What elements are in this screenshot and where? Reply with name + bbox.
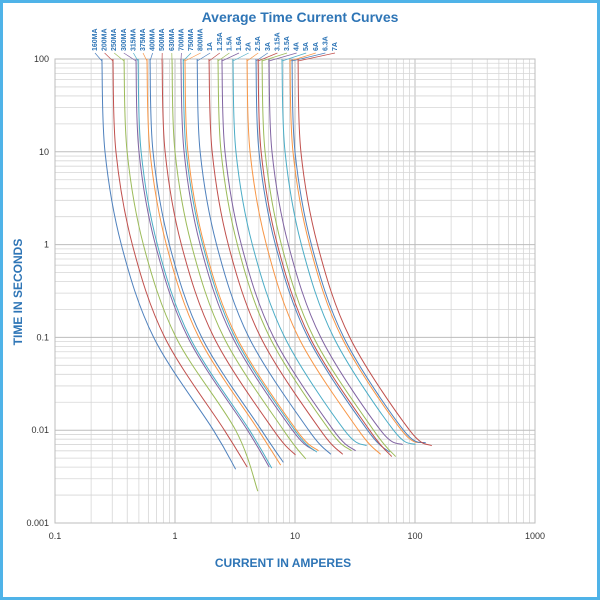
leader-line <box>291 52 326 62</box>
curve-2A <box>232 58 367 447</box>
series-label: 630MA <box>169 28 176 51</box>
leader-line <box>104 52 114 62</box>
x-tick-label: 1 <box>172 531 177 541</box>
curve-3.15A <box>257 58 393 457</box>
y-tick-label: 0.1 <box>36 332 49 342</box>
series-label: 3.5A <box>284 36 291 51</box>
series-label: 5A <box>303 42 310 51</box>
series-label: 3A <box>265 42 272 51</box>
curve-800MA <box>184 58 319 452</box>
series-label: 750MA <box>188 28 195 51</box>
series-label: 7A <box>332 42 339 51</box>
series-label: 315MA <box>130 28 137 51</box>
x-tick-label: 1000 <box>525 531 545 541</box>
series-label: 250MA <box>111 28 118 51</box>
curve-5A <box>281 58 416 446</box>
series-label: 400MA <box>150 28 157 51</box>
curve-3A <box>255 58 391 453</box>
series-label: 3.15A <box>274 32 281 51</box>
y-tick-label: 10 <box>39 147 49 157</box>
leader-line <box>196 52 211 62</box>
series-label: 160MA <box>92 28 99 51</box>
plot-area: 0.1 1 10 100 1000 100 10 1 0.1 0.01 0.001 160MA 200M… <box>26 28 545 541</box>
series-label: 2A <box>246 42 253 51</box>
leader-line <box>297 52 336 62</box>
leader-line <box>142 52 148 62</box>
curve-200MA <box>112 58 248 468</box>
curve-375MA <box>146 58 282 466</box>
leader-line <box>261 52 288 62</box>
curve-2.5A <box>246 58 381 455</box>
x-axis-title: CURRENT IN AMPERES <box>214 556 352 570</box>
curve-315MA <box>137 58 273 469</box>
leader-line <box>257 52 278 62</box>
chart-title: Average Time Current Curves <box>201 9 399 25</box>
leader-line <box>281 52 307 62</box>
series-label: 6A <box>313 42 320 51</box>
leader-line <box>94 52 103 62</box>
series-label: 6.3A <box>322 36 329 51</box>
plot-border <box>54 58 536 524</box>
series-label: 1A <box>207 42 214 51</box>
leader-line <box>113 52 125 62</box>
series-label: 300MA <box>121 28 128 51</box>
leader-line <box>149 52 153 62</box>
leader-line <box>221 52 240 62</box>
series-label: 1.5A <box>226 36 233 51</box>
leader-line <box>232 52 249 62</box>
series-label: 700MA <box>178 28 185 51</box>
leader-line <box>246 52 259 62</box>
y-tick-label: 100 <box>34 54 49 64</box>
curve-700MA <box>180 58 316 452</box>
leader-line <box>217 52 230 62</box>
curve-400MA <box>149 58 284 463</box>
curve-1A <box>196 58 332 455</box>
series-label: 1.25A <box>217 32 224 51</box>
curve-6A <box>289 58 424 444</box>
y-tick-label: 0.001 <box>26 518 49 528</box>
series-label: 500MA <box>159 28 166 51</box>
curve-750MA <box>182 58 318 453</box>
curve-300MA <box>135 58 270 468</box>
curve-160MA <box>101 58 237 470</box>
x-tick-label: 100 <box>407 531 422 541</box>
curve-4A <box>268 58 403 446</box>
curve-7A <box>297 58 433 447</box>
series-label: 200MA <box>102 28 109 51</box>
y-tick-label: 0.01 <box>31 425 49 435</box>
series-label: 2.5A <box>255 36 262 51</box>
curve-250MA <box>123 58 259 492</box>
curve-3.5A <box>261 58 397 457</box>
leader-line <box>268 52 297 62</box>
series-label: 1.6A <box>236 36 243 51</box>
curve-500MA <box>161 58 296 456</box>
series-label: 4A <box>294 42 301 51</box>
leader-line <box>123 52 137 62</box>
x-tick-label: 0.1 <box>49 531 62 541</box>
leader-line <box>133 52 139 62</box>
curve-630MA <box>171 58 307 460</box>
curve-1.6A <box>221 58 356 452</box>
series-label: 800MA <box>198 28 205 51</box>
x-tick-label: 10 <box>290 531 300 541</box>
leader-line <box>289 52 316 62</box>
leader-line <box>184 52 201 62</box>
series-label: 375MA <box>140 28 147 51</box>
curve-6.3A <box>291 58 427 444</box>
curve-1.5A <box>217 58 352 452</box>
curve-1.25A <box>208 58 344 455</box>
leader-line <box>208 52 221 62</box>
y-tick-label: 1 <box>44 240 49 250</box>
